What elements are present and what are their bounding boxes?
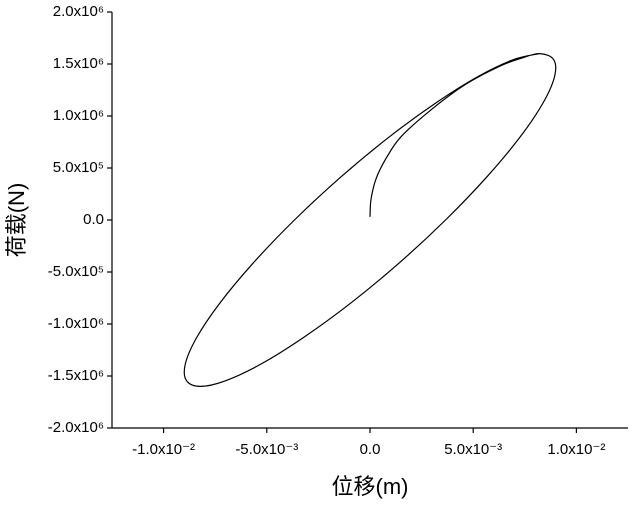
y-tick-label: -2.0x10⁶	[48, 419, 104, 436]
y-tick-label: 1.5x10⁶	[53, 55, 104, 72]
x-tick-label: 0.0	[360, 441, 381, 458]
x-tick-label: -1.0x10⁻²	[132, 441, 195, 458]
x-tick-label: -5.0x10⁻³	[235, 441, 298, 458]
x-axis-title: 位移(m)	[332, 474, 409, 499]
x-tick-label: 5.0x10⁻³	[444, 441, 502, 458]
y-tick-label: 0.0	[83, 211, 104, 228]
y-tick-label: -1.0x10⁶	[48, 315, 104, 332]
x-tick-label: 1.0x10⁻²	[547, 441, 605, 458]
y-tick-label: -1.5x10⁶	[48, 367, 104, 384]
y-tick-label: 5.0x10⁵	[53, 159, 104, 176]
y-tick-label: -5.0x10⁵	[48, 263, 104, 280]
y-tick-label: 2.0x10⁶	[53, 3, 104, 20]
curve	[183, 52, 557, 388]
y-tick-label: 1.0x10⁶	[53, 107, 104, 124]
y-axis-title: 荷载(N)	[4, 183, 29, 258]
